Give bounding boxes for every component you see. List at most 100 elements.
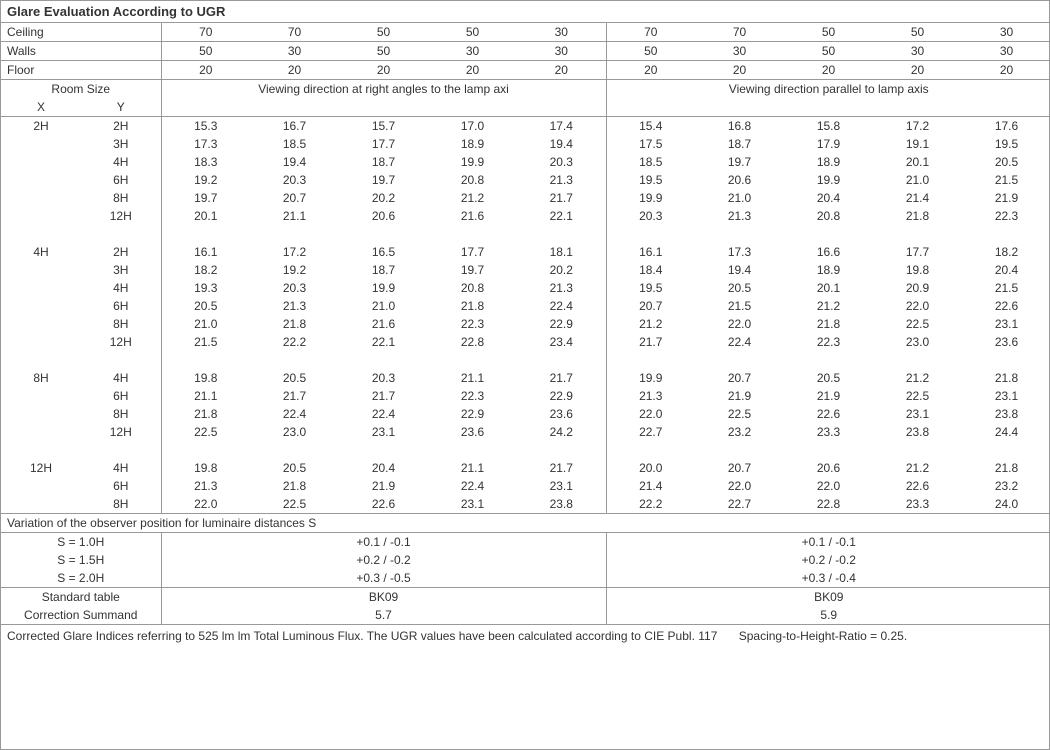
cell-value: 22.0 — [873, 297, 962, 315]
cell-y: 8H — [81, 495, 161, 514]
cell-value: 21.8 — [962, 369, 1050, 387]
cell-value: 20.7 — [695, 369, 784, 387]
cell-value: 24.2 — [517, 423, 606, 441]
cell-y: 6H — [81, 171, 161, 189]
cell-value: 18.7 — [695, 135, 784, 153]
cell-value: 20.3 — [250, 279, 339, 297]
cell-value: 15.4 — [606, 117, 695, 136]
variation-left: +0.1 / -0.1 — [161, 533, 606, 552]
table-row: 3H17.318.517.718.919.417.518.717.919.119… — [1, 135, 1050, 153]
cell-value: 20.7 — [250, 189, 339, 207]
table-row: 6H20.521.321.021.822.420.721.521.222.022… — [1, 297, 1050, 315]
cell-value: 21.5 — [962, 279, 1050, 297]
cell-value: 18.4 — [606, 261, 695, 279]
cell-value: 18.7 — [339, 261, 428, 279]
cell-value: 20.3 — [606, 207, 695, 225]
cell-y: 6H — [81, 387, 161, 405]
cell-value: 20.7 — [606, 297, 695, 315]
cell-y: 12H — [81, 333, 161, 351]
cell-value: 19.8 — [161, 459, 250, 477]
variation-right: +0.3 / -0.4 — [606, 569, 1050, 588]
cell-value: 23.6 — [517, 405, 606, 423]
table-row: 8H4H19.820.520.321.121.719.920.720.521.2… — [1, 369, 1050, 387]
cell-value: 22.4 — [339, 405, 428, 423]
cell-value: 21.0 — [873, 171, 962, 189]
cell-value: 21.1 — [428, 369, 517, 387]
variation-row: S = 2.0H+0.3 / -0.5+0.3 / -0.4 — [1, 569, 1050, 588]
table-row: 12H4H19.820.520.421.121.720.020.720.621.… — [1, 459, 1050, 477]
variation-label: S = 2.0H — [1, 569, 161, 588]
row-footnote: Corrected Glare Indices referring to 525… — [1, 625, 1050, 648]
cell-value: 22.1 — [339, 333, 428, 351]
cell-value: 20.4 — [962, 261, 1050, 279]
cell-value: 22.0 — [606, 405, 695, 423]
cell-value: 24.4 — [962, 423, 1050, 441]
cell-x — [1, 297, 81, 315]
cell-value: 19.4 — [695, 261, 784, 279]
cell-x — [1, 153, 81, 171]
cell-value: 21.3 — [517, 279, 606, 297]
cell-value: 19.9 — [606, 189, 695, 207]
variation-body: S = 1.0H+0.1 / -0.1+0.1 / -0.1S = 1.5H+0… — [1, 533, 1050, 588]
variation-row: S = 1.0H+0.1 / -0.1+0.1 / -0.1 — [1, 533, 1050, 552]
cell-value: 22.9 — [428, 405, 517, 423]
cell-value: 20.1 — [161, 207, 250, 225]
cell-value: 23.8 — [962, 405, 1050, 423]
table-row: 8H21.021.821.622.322.921.222.021.822.523… — [1, 315, 1050, 333]
cell-value: 18.2 — [161, 261, 250, 279]
variation-label: S = 1.5H — [1, 551, 161, 569]
cell-value: 20.1 — [784, 279, 873, 297]
cell-value: 20.1 — [873, 153, 962, 171]
cell-value: 22.6 — [339, 495, 428, 514]
cell-x — [1, 135, 81, 153]
cell-value: 22.7 — [606, 423, 695, 441]
cell-value: 21.4 — [873, 189, 962, 207]
cell-value: 22.6 — [873, 477, 962, 495]
data-body: 2H2H15.316.715.717.017.415.416.815.817.2… — [1, 117, 1050, 514]
cell-value: 21.7 — [517, 189, 606, 207]
cell-value: 23.3 — [873, 495, 962, 514]
cell-y: 2H — [81, 117, 161, 136]
cell-value: 23.1 — [339, 423, 428, 441]
cell-value: 16.8 — [695, 117, 784, 136]
table-row: 4H2H16.117.216.517.718.116.117.316.617.7… — [1, 243, 1050, 261]
cell-value: 22.8 — [784, 495, 873, 514]
table-row: 8H22.022.522.623.123.822.222.722.823.324… — [1, 495, 1050, 514]
cell-value: 20.5 — [962, 153, 1050, 171]
cell-value: 20.8 — [428, 279, 517, 297]
cell-y: 6H — [81, 477, 161, 495]
cell-value: 20.4 — [784, 189, 873, 207]
table-row: 6H19.220.319.720.821.319.520.619.921.021… — [1, 171, 1050, 189]
cell-value: 19.8 — [873, 261, 962, 279]
cell-value: 20.2 — [339, 189, 428, 207]
cell-value: 21.9 — [339, 477, 428, 495]
cell-value: 23.6 — [428, 423, 517, 441]
cell-value: 21.8 — [161, 405, 250, 423]
cell-value: 22.5 — [873, 387, 962, 405]
cell-value: 17.4 — [517, 117, 606, 136]
cell-value: 23.0 — [873, 333, 962, 351]
cell-value: 21.9 — [784, 387, 873, 405]
cell-value: 16.6 — [784, 243, 873, 261]
cell-value: 19.9 — [606, 369, 695, 387]
cell-value: 21.8 — [962, 459, 1050, 477]
cell-y: 8H — [81, 189, 161, 207]
cell-x — [1, 279, 81, 297]
cell-value: 22.5 — [161, 423, 250, 441]
cell-value: 22.2 — [250, 333, 339, 351]
cell-x: 12H — [1, 459, 81, 477]
cell-value: 18.9 — [784, 261, 873, 279]
cell-x — [1, 477, 81, 495]
cell-value: 21.5 — [695, 297, 784, 315]
table-row: 4H19.320.319.920.821.319.520.520.120.921… — [1, 279, 1050, 297]
cell-value: 23.4 — [517, 333, 606, 351]
cell-value: 22.0 — [161, 495, 250, 514]
cell-value: 21.6 — [339, 315, 428, 333]
cell-value: 19.9 — [428, 153, 517, 171]
cell-value: 19.5 — [962, 135, 1050, 153]
cell-value: 21.7 — [517, 369, 606, 387]
row-floor: Floor 20 20 20 20 20 20 20 20 20 20 — [1, 61, 1050, 80]
cell-value: 23.6 — [962, 333, 1050, 351]
cell-value: 20.3 — [339, 369, 428, 387]
row-ceiling: Ceiling 70 70 50 50 30 70 70 50 50 30 — [1, 23, 1050, 42]
